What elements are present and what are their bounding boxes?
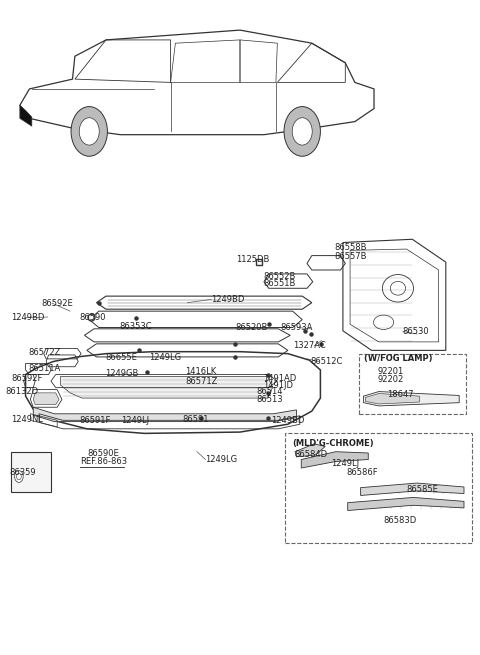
Text: 86572Z: 86572Z [28,348,61,357]
Polygon shape [301,452,368,468]
Text: 86552B: 86552B [263,272,295,281]
Text: 86655E: 86655E [105,353,137,362]
Text: 86551B: 86551B [263,279,295,288]
Text: 86592E: 86592E [41,299,73,308]
Polygon shape [363,392,459,406]
Text: 86583D: 86583D [384,516,417,525]
Polygon shape [20,105,32,126]
Polygon shape [33,393,59,405]
Text: 1249LJ: 1249LJ [121,416,149,425]
Circle shape [71,107,108,157]
Polygon shape [365,394,420,404]
Text: 92201: 92201 [378,367,404,377]
Text: (MLD'G-CHROME): (MLD'G-CHROME) [293,439,374,447]
Text: 1249GB: 1249GB [105,369,138,378]
Text: 1491JD: 1491JD [263,381,293,390]
Text: 86590: 86590 [80,312,106,322]
Text: 86511A: 86511A [28,364,60,373]
Text: 86557B: 86557B [335,252,367,261]
Text: 86132D: 86132D [5,387,38,396]
Text: 1249BD: 1249BD [271,417,304,426]
Text: 86591F: 86591F [80,416,111,425]
Text: REF.86-863: REF.86-863 [80,457,127,466]
Text: 1249LJ: 1249LJ [331,459,359,468]
Text: 92202: 92202 [378,375,404,384]
Text: 86520B: 86520B [235,323,267,332]
Text: 86590E: 86590E [88,449,120,458]
Text: 86558B: 86558B [335,243,367,252]
Polygon shape [33,407,297,422]
Polygon shape [11,452,51,492]
Polygon shape [360,483,464,495]
Text: 86585E: 86585E [407,485,438,494]
Polygon shape [60,377,273,398]
Text: 86353C: 86353C [120,322,152,331]
Text: 86592F: 86592F [11,374,43,383]
Circle shape [79,118,99,145]
Text: 86530: 86530 [403,327,429,336]
Circle shape [14,471,23,482]
Text: 1249NL: 1249NL [11,415,43,424]
Text: 1249BD: 1249BD [211,295,245,304]
Text: 1125DB: 1125DB [236,255,270,264]
Text: 86359: 86359 [9,468,36,477]
Text: 1249LG: 1249LG [205,455,238,464]
Text: 1327AC: 1327AC [293,341,325,350]
Circle shape [292,118,312,145]
Text: 86591: 86591 [182,415,209,424]
Text: 86514: 86514 [256,387,283,396]
Polygon shape [295,444,325,457]
Text: 1416LK: 1416LK [185,367,216,377]
Text: 1249BD: 1249BD [11,313,45,322]
Text: (W/FOG LAMP): (W/FOG LAMP) [364,354,433,364]
Text: 1249LG: 1249LG [149,353,181,362]
Text: 86593A: 86593A [281,323,313,332]
Text: 18647: 18647 [387,390,414,399]
Text: 86571Z: 86571Z [185,377,217,386]
Text: 86512C: 86512C [311,357,343,366]
Text: 86586F: 86586F [346,468,378,477]
Polygon shape [348,497,464,510]
Text: 86513: 86513 [256,395,283,404]
Text: 86584D: 86584D [295,451,328,459]
Circle shape [284,107,321,157]
Text: 1491AD: 1491AD [263,374,296,383]
